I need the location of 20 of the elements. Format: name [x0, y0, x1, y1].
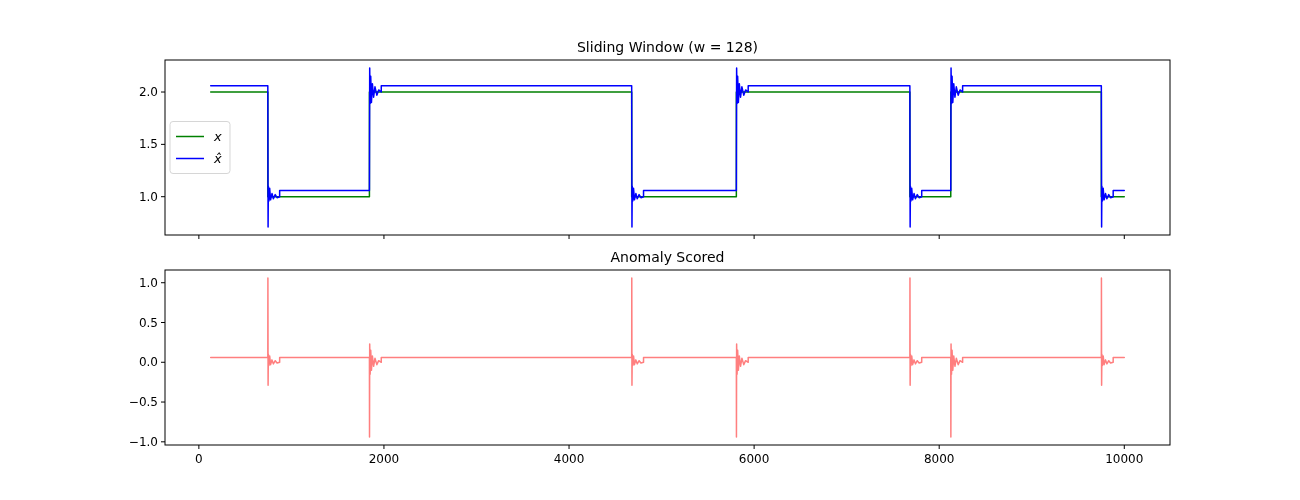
x-tick-label: 8000: [923, 452, 955, 466]
x-tick-label: 2000: [368, 452, 400, 466]
y-tick-label: −0.5: [128, 395, 158, 410]
line-series: [209, 67, 1126, 228]
y-tick-label: 1.0: [138, 275, 158, 290]
legend-label: x̂: [213, 150, 222, 166]
x-tick-label: 6000: [738, 452, 770, 466]
line-series: [209, 277, 1126, 438]
y-tick-label: 1.0: [138, 189, 158, 204]
chart-title: Anomaly Scored: [610, 249, 725, 265]
x-tick-label: 4000: [553, 452, 585, 466]
y-tick-label: −1.0: [128, 434, 158, 449]
chart-title: Sliding Window (w = 128): [576, 39, 759, 55]
y-tick-label: 2.0: [138, 85, 158, 100]
x-tick-label: 0: [195, 452, 203, 466]
legend-label: x: [213, 128, 222, 144]
y-tick-label: 0.0: [138, 355, 158, 370]
y-tick-label: 1.5: [138, 137, 158, 152]
y-tick-label: 0.5: [138, 315, 158, 330]
x-tick-label: 10000: [1105, 452, 1144, 466]
